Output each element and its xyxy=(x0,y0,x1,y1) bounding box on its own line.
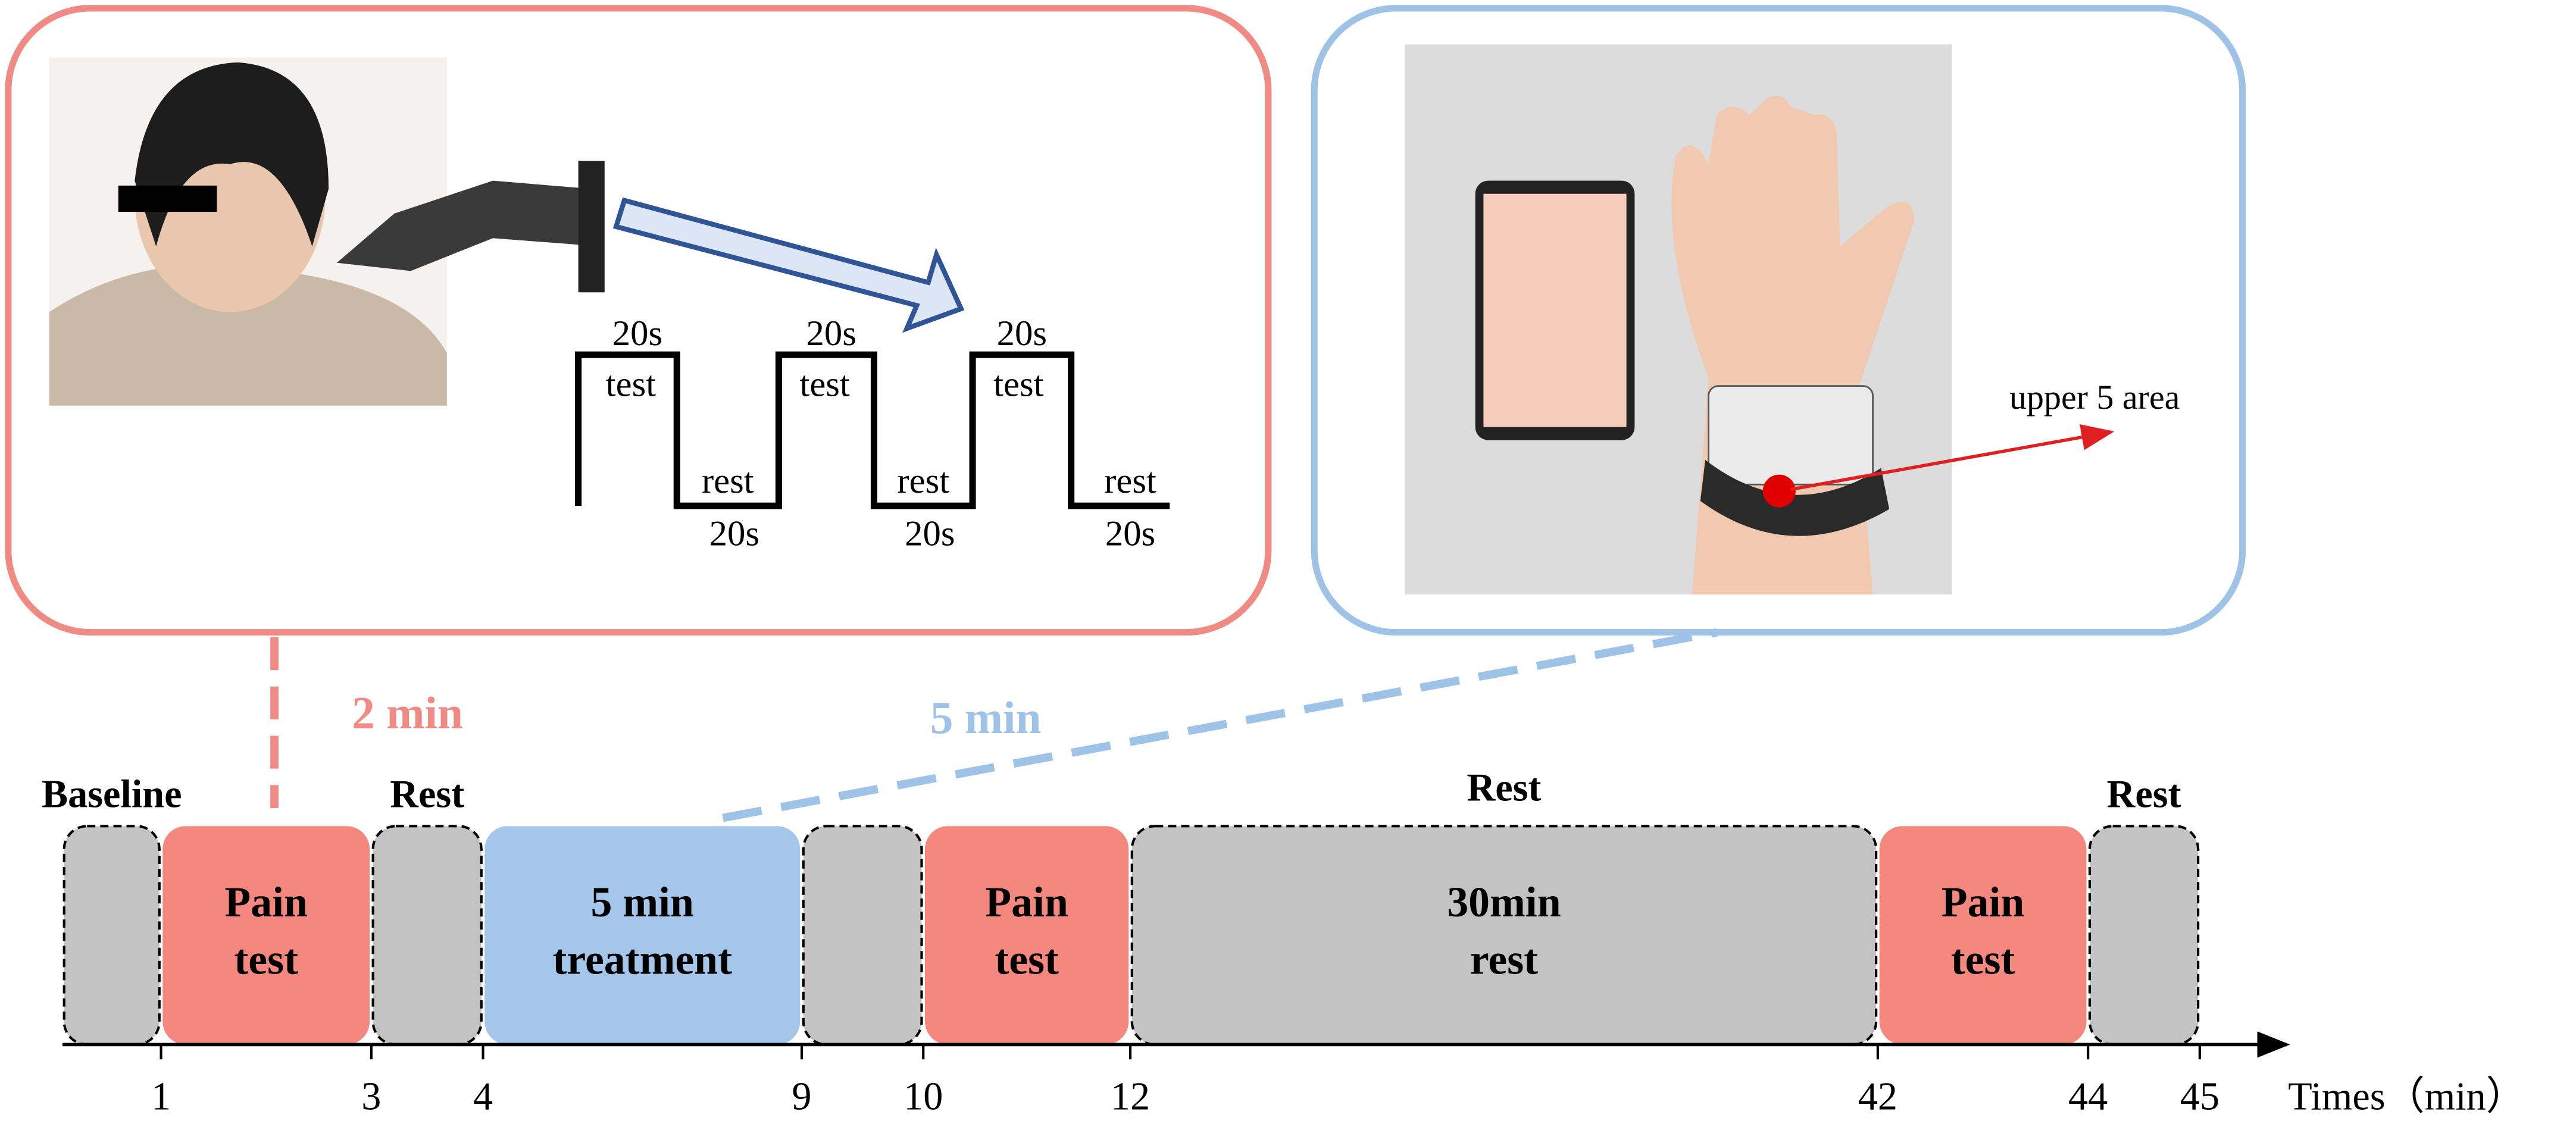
pain-block xyxy=(925,826,1129,1045)
timeline: Baseline 1 Pain test 3 Rest 4 5 min treatment 9 10… xyxy=(42,766,2525,1119)
treatment-block xyxy=(484,826,801,1045)
annotation-arrow xyxy=(1790,424,2115,492)
rest-block xyxy=(802,825,923,1046)
rest-label: rest xyxy=(702,461,754,501)
rest-duration: 20s xyxy=(709,514,759,553)
block-label: test xyxy=(1951,936,2015,984)
tick-label: 45 xyxy=(2180,1075,2219,1118)
block-top-label: Rest xyxy=(1467,766,1541,810)
treatment-connector xyxy=(722,628,1718,822)
rest-block xyxy=(2088,825,2200,1046)
block-label: test xyxy=(995,936,1059,984)
test-duration: 20s xyxy=(806,314,856,353)
subject-photo xyxy=(49,57,605,406)
rest-duration: 20s xyxy=(1105,514,1155,553)
block-top-label: Baseline xyxy=(42,773,182,816)
block-top-label: Rest xyxy=(2106,773,2181,816)
rest-block xyxy=(371,825,483,1046)
test-label: test xyxy=(606,364,656,404)
tick-label: 42 xyxy=(1858,1075,1897,1118)
test-duration: 20s xyxy=(612,314,662,353)
pain-duration: 2 min xyxy=(352,687,463,738)
device-photo xyxy=(1404,44,1952,595)
block-label: Pain xyxy=(1942,878,2025,926)
tick-label: 3 xyxy=(361,1075,381,1118)
rest-label: rest xyxy=(1104,461,1156,501)
block-label: treatment xyxy=(553,936,733,984)
axis-label: Times（min） xyxy=(2288,1075,2525,1118)
test-duration: 20s xyxy=(997,314,1047,353)
block-label: Pain xyxy=(985,878,1068,926)
pain-block xyxy=(1879,826,2087,1045)
block-label: 5 min xyxy=(591,878,694,926)
block-label: test xyxy=(234,936,298,984)
tick-label: 12 xyxy=(1111,1075,1150,1118)
treatment-duration: 5 min xyxy=(930,692,1042,743)
tick-label: 9 xyxy=(792,1075,811,1118)
pulse-wave xyxy=(575,351,1170,509)
pain-block xyxy=(162,826,370,1045)
block-label: rest xyxy=(1470,936,1538,984)
block-top-label: Rest xyxy=(390,773,464,816)
block-label: Pain xyxy=(224,878,308,926)
tick-label: 44 xyxy=(2068,1075,2108,1118)
flow-arrow xyxy=(612,197,965,333)
test-label: test xyxy=(993,364,1043,404)
rest-label: rest xyxy=(897,461,949,501)
block-label: 30min xyxy=(1447,878,1561,926)
tick-label: 1 xyxy=(151,1075,171,1118)
tick-label: 4 xyxy=(473,1075,493,1118)
wrist-annotation: upper 5 area xyxy=(2009,378,2180,417)
rest-block xyxy=(62,825,161,1046)
rest-duration: 20s xyxy=(905,514,955,553)
tick-label: 10 xyxy=(904,1075,943,1118)
test-label: test xyxy=(799,364,849,404)
